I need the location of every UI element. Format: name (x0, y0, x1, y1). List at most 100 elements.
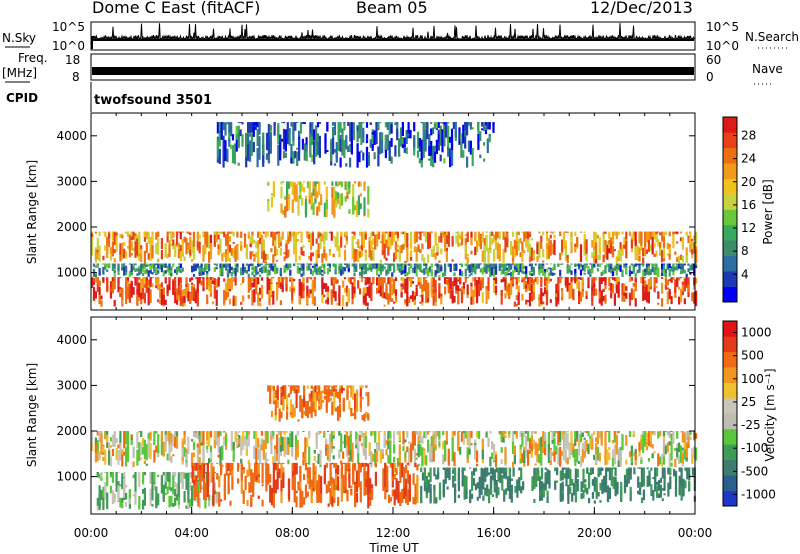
echo-cell (679, 445, 683, 463)
echo-cell (318, 201, 321, 212)
echo-cell (585, 263, 588, 265)
echo-cell (476, 240, 479, 253)
echo-cell (208, 263, 211, 272)
echo-cell (445, 247, 448, 252)
echo-cell (480, 479, 483, 495)
echo-cell (183, 447, 186, 457)
echo-cell (595, 277, 598, 281)
echo-cell (360, 279, 364, 282)
echo-cell (96, 505, 99, 511)
echo-cell (657, 302, 660, 305)
echo-cell (444, 470, 447, 476)
echo-cell (521, 433, 524, 435)
echo-cell (177, 231, 180, 233)
echo-cell (140, 457, 143, 460)
echo-cell (559, 269, 562, 277)
echo-cell (278, 468, 281, 478)
echo-cell (616, 486, 619, 495)
echo-cell (94, 437, 97, 447)
echo-cell (217, 437, 220, 454)
echo-cell (331, 181, 334, 186)
echo-cell (346, 462, 349, 471)
echo-cell (312, 481, 315, 492)
echo-cell (419, 249, 422, 254)
echo-cell (293, 247, 296, 255)
echo-cell (426, 122, 429, 131)
echo-cell (571, 479, 574, 486)
echo-cell (359, 392, 362, 411)
echo-cell (670, 462, 673, 467)
echo-cell (454, 467, 457, 482)
nsky-label: N.Sky (2, 31, 36, 45)
echo-cell (581, 277, 584, 290)
echo-cell (477, 233, 481, 241)
echo-cell (346, 181, 349, 195)
echo-cell (402, 277, 405, 285)
echo-cell (389, 497, 393, 502)
echo-cell (596, 263, 599, 265)
echo-cell (115, 472, 118, 487)
echo-cell (633, 467, 636, 469)
echo-cell (410, 277, 413, 287)
echo-cell (145, 272, 148, 275)
echo-cell (194, 431, 197, 438)
echo-cell (360, 270, 364, 277)
echo-cell (196, 289, 199, 302)
echo-cell (483, 142, 486, 146)
echo-cell (332, 277, 335, 285)
echo-cell (106, 263, 109, 268)
echo-cell (283, 269, 286, 272)
echo-cell (128, 293, 131, 303)
echo-cell (240, 470, 243, 482)
echo-cell (310, 289, 313, 294)
echo-cell (477, 283, 481, 297)
echo-cell (489, 263, 492, 271)
echo-cell (570, 263, 573, 265)
echo-cell (630, 446, 633, 466)
echo-cell (474, 468, 477, 472)
echo-cell (250, 485, 253, 490)
echo-cell (477, 263, 481, 269)
echo-cell (270, 263, 273, 265)
echo-cell (504, 236, 507, 253)
echo-cell (421, 254, 424, 262)
echo-cell (389, 263, 392, 272)
echo-cell (359, 231, 362, 236)
echo-cell (323, 265, 326, 273)
echo-cell (213, 431, 216, 440)
echo-cell (348, 209, 351, 214)
echo-cell (632, 231, 635, 236)
echo-cell (527, 283, 530, 291)
echo-cell (304, 401, 308, 417)
echo-cell (444, 234, 447, 246)
echo-cell (132, 474, 135, 479)
echo-cell (408, 263, 411, 265)
echo-cell (406, 489, 409, 505)
echo-cell (394, 122, 397, 126)
echo-cell (655, 277, 658, 279)
echo-cell (434, 252, 437, 260)
echo-cell (576, 479, 579, 492)
echo-cell (336, 237, 339, 251)
echo-cell (435, 122, 438, 130)
echo-cell (398, 431, 401, 441)
echo-cell (330, 141, 333, 162)
echo-cell (297, 419, 300, 422)
echo-cell (229, 469, 232, 474)
echo-cell (553, 231, 556, 233)
echo-cell (460, 263, 464, 267)
echo-cell (157, 238, 160, 255)
echo-cell (568, 442, 571, 460)
echo-cell (134, 277, 137, 286)
echo-cell (585, 263, 588, 269)
echo-cell (596, 268, 599, 272)
echo-cell (545, 263, 549, 265)
echo-cell (329, 488, 332, 505)
echo-cell (647, 458, 650, 462)
echo-cell (464, 268, 467, 272)
echo-cell (313, 450, 316, 454)
echo-cell (228, 236, 231, 242)
echo-cell (128, 489, 131, 503)
echo-cell (579, 291, 583, 302)
echo-cell (674, 231, 677, 234)
